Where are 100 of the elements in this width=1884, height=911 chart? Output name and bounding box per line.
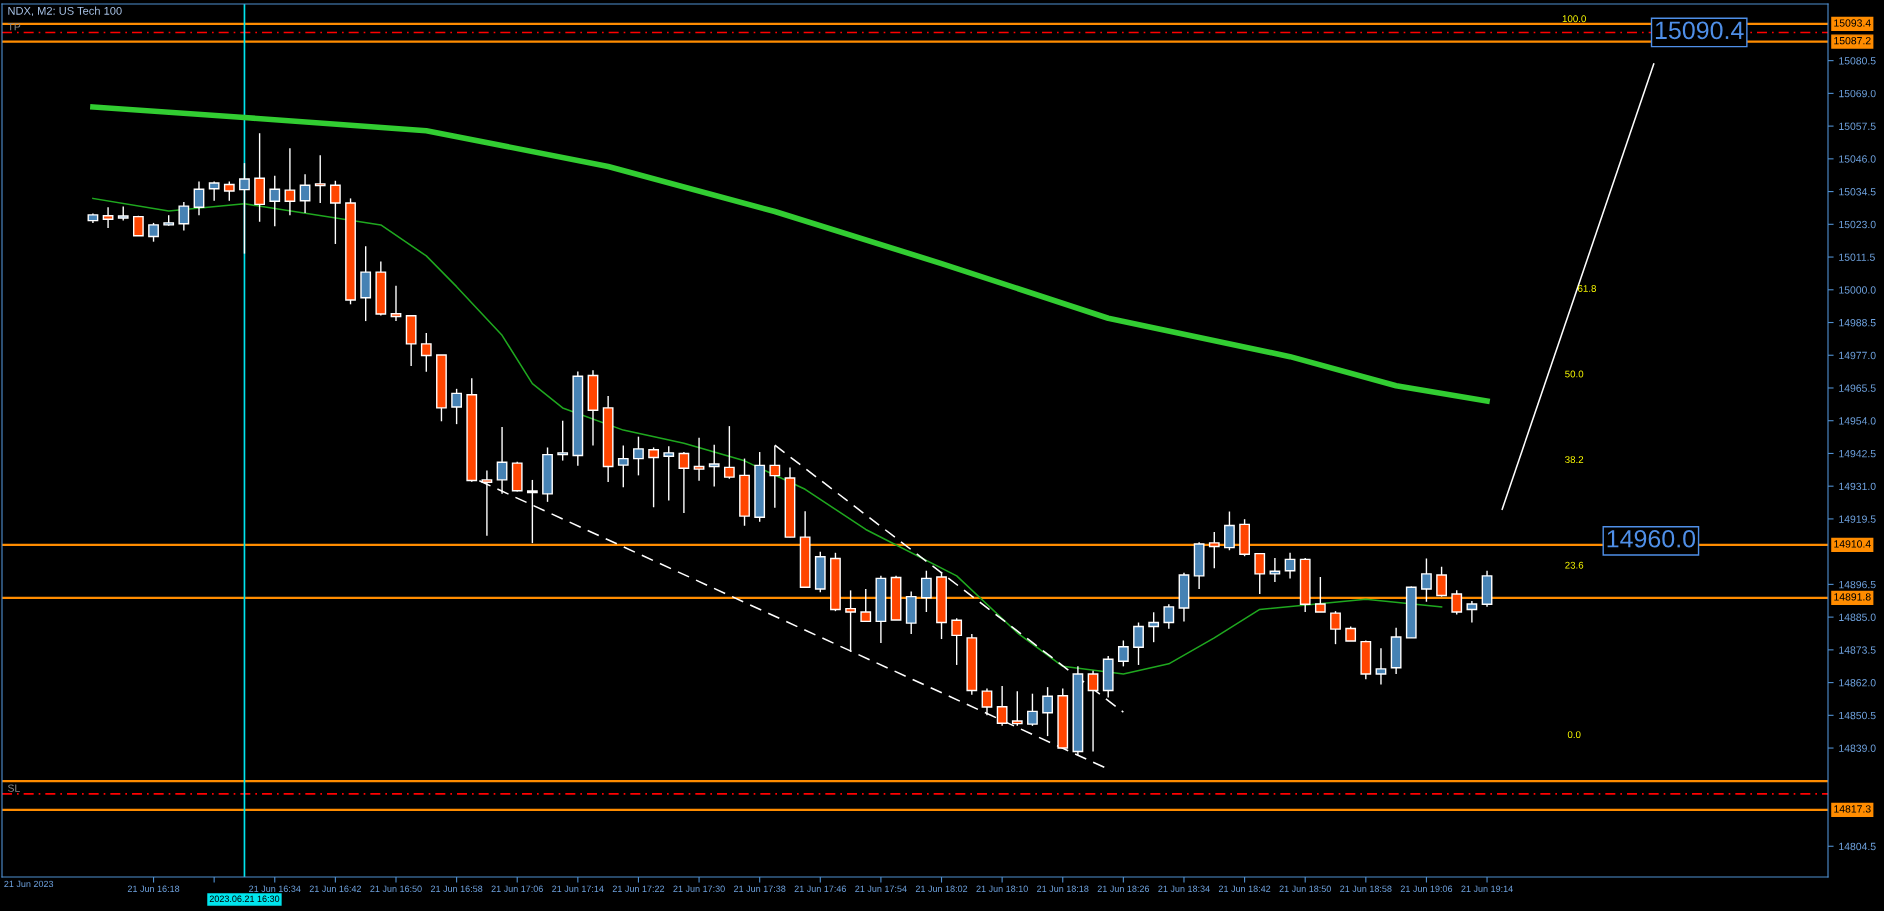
candlestick [860, 588, 872, 623]
candlestick [314, 154, 326, 204]
candlestick [1375, 647, 1387, 686]
annotation: 38.2 [1565, 456, 1584, 464]
candlestick [239, 162, 250, 255]
text: 21 Jun 2023 [4, 880, 54, 888]
y-tick-label: 15000.0 [1839, 286, 1876, 294]
y-tick-label: 15069.0 [1839, 89, 1876, 98]
candlestick [648, 446, 659, 508]
y-tick-label: 14885.0 [1839, 613, 1876, 621]
x-tick-label: 21 Jun 18:02 [915, 885, 968, 892]
candlestick [1451, 589, 1463, 616]
candlestick [617, 444, 629, 489]
candlestick [951, 617, 963, 666]
x-tick-label: 21 Jun 16:34 [249, 885, 301, 892]
candlestick [193, 180, 205, 216]
candlestick [269, 174, 281, 228]
candlestick [981, 687, 993, 717]
candlestick [329, 180, 341, 245]
y-tick-label: 14839.0 [1839, 744, 1876, 752]
candlestick [1330, 610, 1341, 645]
candlestick [284, 147, 296, 216]
ref-line-label: 14817.3 [1834, 805, 1871, 813]
y-tick-label: 15057.5 [1839, 122, 1876, 130]
candlestick [1148, 611, 1160, 643]
y-tick-label: 14977.0 [1839, 351, 1876, 360]
x-tick-label: 21 Jun 17:38 [734, 885, 786, 892]
ref-line-label: SL [7, 784, 20, 792]
y-tick-label: 14873.5 [1839, 646, 1876, 654]
candlestick [557, 420, 569, 462]
candlestick [178, 201, 190, 232]
x-tick-label: 21 Jun 18:26 [1097, 885, 1150, 892]
candlestick [1133, 621, 1144, 666]
x-tick-label: 21 Jun 16:50 [370, 885, 422, 892]
candlestick [1254, 552, 1266, 595]
candlestick [1117, 639, 1129, 668]
ref-line-label: 15087.2 [1834, 36, 1871, 45]
ref-line-label: 15093.4 [1834, 19, 1871, 27]
candlestick [708, 443, 720, 488]
y-tick-label: 15046.0 [1839, 155, 1876, 163]
candlestick [996, 685, 1008, 727]
annotation: 50.0 [1565, 370, 1584, 378]
candlestick [223, 180, 235, 202]
x-tick-label: 21 Jun 17:54 [855, 885, 907, 892]
y-tick-label: 15034.5 [1839, 188, 1876, 196]
candlestick [1421, 557, 1432, 603]
ref-line-label: TP [7, 23, 21, 31]
x-tick-label: 21 Jun 18:50 [1279, 885, 1331, 892]
x-tick-label: 21 Jun 16:58 [430, 885, 483, 892]
y-tick-label: 14931.0 [1839, 482, 1876, 491]
candlestick [1269, 557, 1281, 583]
candlestick [1208, 531, 1220, 569]
y-tick-label: 14896.5 [1839, 580, 1876, 589]
ref-line-label: 2023.06.21 16:30 [209, 895, 280, 902]
candlestick [845, 589, 856, 653]
x-tick-label: 21 Jun 17:06 [491, 885, 543, 892]
candlestick [678, 451, 690, 514]
x-tick-label: 21 Jun 18:58 [1340, 885, 1392, 892]
candlestick [1163, 603, 1175, 630]
candlestick [148, 222, 159, 243]
annotation: 61.8 [1578, 285, 1597, 292]
candlestick [1011, 690, 1023, 727]
x-tick-label: 21 Jun 17:46 [794, 885, 846, 892]
x-tick-label: 21 Jun 18:10 [976, 885, 1028, 892]
candlestick [451, 388, 462, 425]
x-tick-label: 21 Jun 18:34 [1158, 885, 1210, 892]
candlestick [1466, 600, 1478, 624]
x-tick-label: 21 Jun 18:18 [1037, 885, 1089, 892]
y-tick-label: 14919.5 [1839, 515, 1876, 523]
annotation: 14960.0 [1607, 529, 1696, 548]
annotation: 100.0 [1562, 15, 1586, 23]
x-tick-label: 21 Jun 16:42 [309, 885, 362, 892]
candlestick [920, 570, 932, 613]
y-tick-label: 14965.5 [1839, 384, 1876, 392]
candlestick [633, 435, 644, 477]
x-tick-label: 21 Jun 18:42 [1218, 885, 1271, 892]
y-tick-label: 14804.5 [1839, 842, 1876, 851]
y-tick-label: 14850.5 [1839, 711, 1876, 720]
candlestick [390, 285, 402, 322]
y-tick-label: 15023.0 [1839, 220, 1876, 229]
y-tick-label: 15080.5 [1839, 57, 1876, 65]
y-tick-label: 15011.5 [1839, 253, 1875, 261]
x-tick-label: 21 Jun 19:06 [1400, 885, 1453, 892]
line-series [92, 197, 1443, 675]
candlestick [1436, 566, 1447, 598]
candlestick [102, 206, 114, 229]
ref-line-label: 14891.8 [1834, 593, 1871, 601]
x-tick-label: 21 Jun 17:14 [552, 885, 604, 892]
candlestick [1314, 576, 1326, 613]
chart-title: NDX, M2: US Tech 100 [8, 6, 122, 17]
candlestick [693, 437, 705, 482]
annotation: 15090.4 [1655, 21, 1744, 40]
candlestick [723, 425, 735, 480]
annotation: 0.0 [1567, 731, 1581, 739]
candlestick [663, 445, 675, 502]
candlestick [1027, 692, 1038, 727]
ref-line-label: 14910.4 [1834, 540, 1871, 548]
x-tick-label: 21 Jun 17:30 [673, 885, 725, 892]
x-tick-label: 21 Jun 19:14 [1461, 885, 1513, 892]
x-tick-label: 21 Jun 16:18 [127, 885, 180, 892]
